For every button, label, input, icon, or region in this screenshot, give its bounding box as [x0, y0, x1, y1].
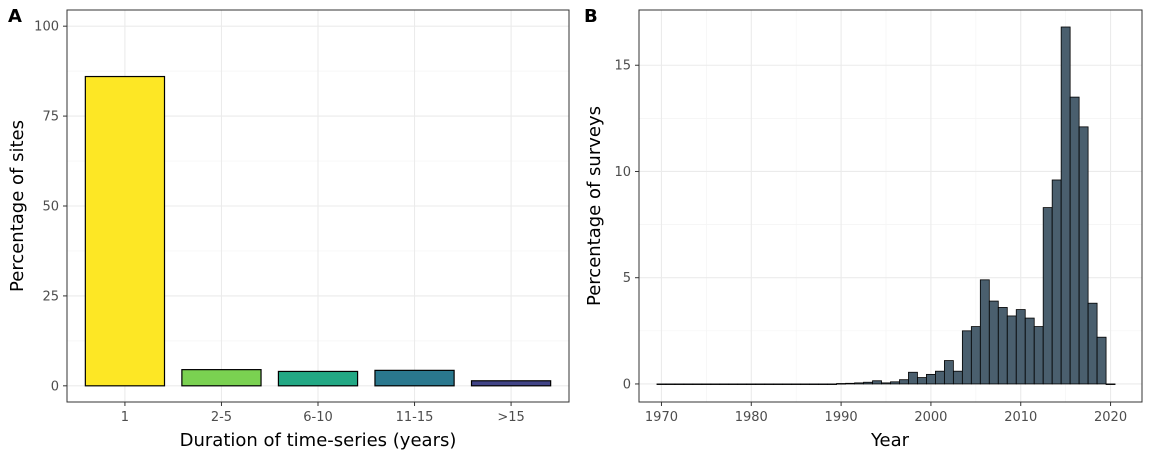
panel-a: A 0 25 50 75 100 1 2-5 6-10 11-15 >15 Duration o… [7, 6, 570, 451]
panel-b-bar [863, 381, 873, 385]
panel-b-bar [710, 383, 721, 385]
panel-b-bar [1042, 207, 1053, 385]
panel-b-bar [908, 371, 918, 385]
panel-a-bar [181, 369, 262, 387]
panel-b-bar [1069, 96, 1080, 385]
panel-b-bar [692, 383, 703, 385]
panel-b-bar [791, 383, 802, 385]
panel-b-bar [970, 326, 981, 385]
panel-a-bar [470, 380, 552, 387]
panel-b-bar [1087, 302, 1098, 385]
panel-b-x-axis-title: Year [870, 430, 910, 451]
panel-b-bar [1060, 26, 1071, 385]
panel-b-bar [961, 330, 972, 385]
panel-b-bar [845, 382, 855, 385]
panel-b-bar [979, 279, 990, 385]
panel-b-bars [656, 26, 1116, 385]
panel-b: B 0 5 10 15 1970 1980 1990 2000 2010 2020 Year P… [584, 6, 1143, 451]
panel-b-bar [1051, 179, 1062, 385]
panel-b-bar [656, 383, 667, 385]
panel-a-bars [84, 75, 552, 387]
panel-b-bar [926, 373, 936, 385]
panel-b-bar [943, 360, 954, 385]
panel-b-bar [809, 383, 820, 385]
panel-b-label: B [584, 6, 598, 27]
panel-a-x-tick-label: 11-15 [396, 410, 434, 425]
panel-b-bar [997, 307, 1008, 385]
panel-b-bar [836, 383, 846, 385]
panel-a-x-tick-label: 1 [121, 410, 129, 425]
panel-b-y-tick-label: 0 [623, 377, 631, 392]
panel-a-y-tick-label: 25 [42, 289, 59, 304]
panel-b-bar [1033, 326, 1044, 385]
panel-b-bar [988, 300, 999, 385]
panel-a-y-ticks: 0 25 50 75 100 [34, 20, 67, 394]
panel-a-x-axis-title: Duration of time-series (years) [180, 430, 457, 451]
panel-b-bar [674, 383, 685, 385]
panel-b-x-tick-label: 2020 [1094, 410, 1127, 425]
panel-b-bar [917, 377, 927, 385]
panel-b-bar [800, 383, 811, 385]
panel-b-x-tick-label: 1970 [645, 410, 678, 425]
panel-b-x-tick-label: 1990 [825, 410, 858, 425]
panel-a-x-tick-label: 2-5 [211, 410, 232, 425]
panel-a-bar [84, 75, 166, 387]
panel-b-bar [1015, 309, 1026, 385]
panel-b-bar [1006, 315, 1017, 385]
panel-b-bar [701, 383, 712, 385]
panel-b-bar [746, 383, 757, 385]
panel-b-bar [881, 382, 891, 385]
panel-a-y-axis-title: Percentage of sites [7, 120, 28, 292]
panel-b-bar [935, 370, 945, 385]
panel-a-bar [374, 369, 455, 387]
panel-b-y-axis-title: Percentage of surveys [584, 106, 605, 306]
panel-b-bar [737, 383, 748, 385]
panel-b-bar [818, 383, 829, 385]
panel-b-bar [890, 381, 900, 385]
panel-b-bar [1078, 126, 1089, 385]
panel-a-x-tick-label: >15 [497, 410, 524, 425]
panel-b-bar [872, 380, 882, 385]
panel-b-bar [1096, 336, 1107, 385]
panel-b-y-ticks: 0 5 10 15 [614, 59, 639, 392]
panel-b-bar [755, 383, 766, 385]
panel-a-bar [277, 370, 359, 387]
panel-b-bar [854, 382, 864, 385]
panel-a-y-tick-label: 0 [51, 379, 59, 394]
panel-b-x-tick-label: 2010 [1004, 410, 1037, 425]
panel-a-x-tick-label: 6-10 [303, 410, 333, 425]
panel-a-y-tick-label: 50 [42, 200, 59, 215]
panel-b-bar [719, 383, 730, 385]
panel-b-frame [638, 9, 1143, 403]
panel-a-x-ticks: 1 2-5 6-10 11-15 >15 [121, 402, 525, 425]
panel-a-y-tick-label: 100 [34, 20, 59, 35]
panel-b-bar [1105, 383, 1116, 385]
panel-b-bar [827, 383, 838, 385]
panel-b-bar [782, 383, 793, 385]
panel-b-bar [1024, 317, 1035, 385]
panel-b-bar [728, 383, 739, 385]
panel-b-bar [773, 383, 784, 385]
panel-b-y-tick-label: 5 [623, 271, 631, 286]
panel-b-bar [683, 383, 694, 385]
panel-a-y-tick-label: 75 [42, 110, 59, 125]
panel-b-bar [665, 383, 676, 385]
panel-b-y-tick-label: 10 [614, 165, 631, 180]
panel-b-x-ticks: 1970 1980 1990 2000 2010 2020 [645, 402, 1127, 425]
panel-b-bar [952, 370, 963, 385]
panel-b-x-tick-label: 2000 [914, 410, 947, 425]
panel-b-x-tick-label: 1980 [735, 410, 768, 425]
panel-b-y-tick-label: 15 [614, 59, 631, 74]
panel-a-label: A [8, 6, 22, 27]
panel-b-bar [764, 383, 775, 385]
panel-b-bar [899, 379, 909, 385]
